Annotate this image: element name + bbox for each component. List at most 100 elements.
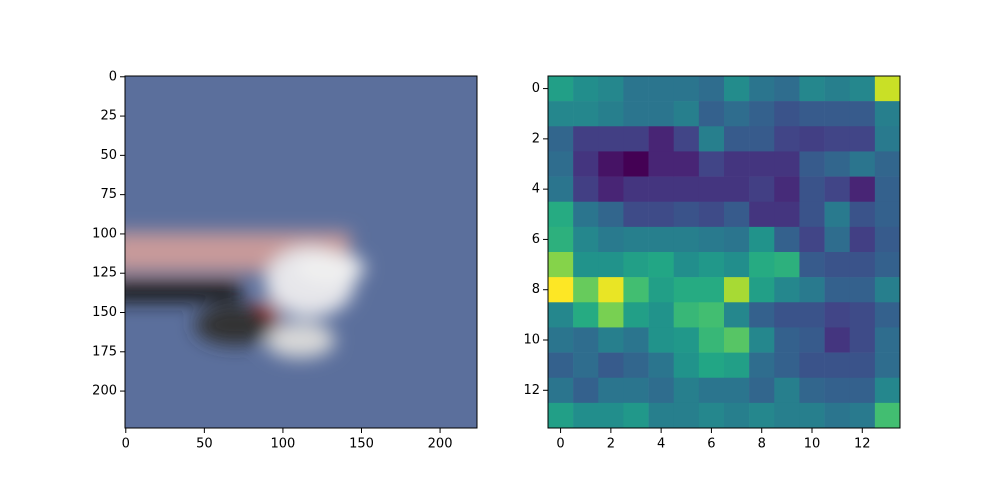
heatmap-cell [849, 402, 876, 429]
heatmap-cell [623, 126, 649, 152]
heatmap-cell [548, 76, 574, 102]
heatmap-cell [849, 277, 876, 303]
heatmap-cell [774, 76, 800, 102]
heatmap-cell [799, 402, 825, 429]
y-tick-label: 2 [532, 131, 540, 146]
heatmap-cell [749, 151, 775, 177]
photo [125, 76, 477, 428]
heatmap-cell [648, 176, 675, 203]
heatmap-cell [749, 377, 775, 404]
heatmap-cell [849, 377, 876, 404]
heatmap-cell [698, 252, 725, 278]
heatmap-cell [673, 201, 700, 228]
heatmap-cell [824, 201, 851, 228]
heatmap-cell [598, 277, 624, 303]
x-tick-label: 4 [657, 437, 665, 452]
heatmap-cell [724, 226, 750, 253]
heatmap-cell [774, 252, 800, 278]
heatmap-cell [824, 327, 851, 353]
heatmap-cell [673, 226, 700, 253]
heatmap-cell [849, 151, 876, 177]
heatmap-cell [598, 352, 624, 379]
heatmap-cell [824, 226, 851, 253]
heatmap-cell [874, 302, 901, 328]
heatmap-cell [573, 226, 599, 253]
axes-frame [124, 75, 478, 429]
heatmap-cell [598, 402, 624, 429]
heatmap-cell [849, 302, 876, 328]
heatmap-cell [749, 126, 775, 152]
heatmap-cell [698, 377, 725, 404]
heatmap-cell [824, 101, 851, 127]
heatmap-cell [799, 252, 825, 278]
y-tick-label: 25 [100, 109, 117, 124]
heatmap-cell [623, 76, 649, 102]
heatmap-cell [799, 327, 825, 353]
heatmap-cell [874, 377, 901, 404]
heatmap-cell [623, 176, 649, 203]
heatmap-cell [724, 252, 750, 278]
heatmap-cell [598, 176, 624, 203]
heatmap-cell [598, 201, 624, 228]
heatmap-cell [749, 201, 775, 228]
y-tick-label: 200 [92, 384, 117, 399]
heatmap-cell [774, 126, 800, 152]
heatmap-cell [598, 126, 624, 152]
heatmap-cell [548, 176, 574, 203]
y-tick-label: 175 [92, 344, 117, 359]
heatmap-cell [799, 277, 825, 303]
heatmap-cell [874, 201, 901, 228]
heatmap-cell [648, 126, 675, 152]
heatmap-cell [799, 201, 825, 228]
heatmap-cell [548, 352, 574, 379]
heatmap-cell [648, 76, 675, 102]
heatmap-cell [824, 126, 851, 152]
heatmap-cell [648, 352, 675, 379]
heatmap-cell [724, 402, 750, 429]
heatmap-cell [774, 151, 800, 177]
heatmap-cell [774, 352, 800, 379]
heatmap-cell [623, 402, 649, 429]
heatmap-cell [774, 402, 800, 429]
heatmap-cell [698, 352, 725, 379]
heatmap-cell [648, 226, 675, 253]
heatmap-cell [673, 352, 700, 379]
x-tick-label: 12 [854, 437, 871, 452]
heatmap-cell [698, 201, 725, 228]
heatmap-cell [749, 76, 775, 102]
heatmap-cell [698, 302, 725, 328]
heatmap-cell [774, 201, 800, 228]
heatmap-cell [648, 252, 675, 278]
heatmap-cell [799, 151, 825, 177]
heatmap-cell [673, 76, 700, 102]
y-tick-label: 125 [92, 266, 117, 281]
heatmap-cell [623, 226, 649, 253]
heatmap-cell [648, 201, 675, 228]
heatmap-cell [648, 101, 675, 127]
heatmap-cell [824, 176, 851, 203]
heatmap-cell [673, 302, 700, 328]
heatmap-cell [724, 176, 750, 203]
heatmap-cell [698, 126, 725, 152]
heatmap-cell [698, 327, 725, 353]
heatmap-cell [548, 302, 574, 328]
heatmap-cell [824, 377, 851, 404]
heatmap-cell [673, 151, 700, 177]
heatmap-cell [874, 226, 901, 253]
heatmap-cell [849, 101, 876, 127]
heatmap-cell [548, 277, 574, 303]
heatmap-cell [824, 352, 851, 379]
heatmap-cell [648, 377, 675, 404]
heatmap-cell [673, 277, 700, 303]
heatmap-cell [774, 377, 800, 404]
heatmap-cell [548, 327, 574, 353]
heatmap-cell [749, 327, 775, 353]
x-tick-label: 0 [122, 437, 130, 452]
heatmap-cell [548, 377, 574, 404]
heatmap-cell [548, 402, 574, 429]
heatmap-cell [724, 302, 750, 328]
heatmap-cell [724, 76, 750, 102]
x-tick-label: 0 [556, 437, 564, 452]
heatmap-cell [849, 126, 876, 152]
